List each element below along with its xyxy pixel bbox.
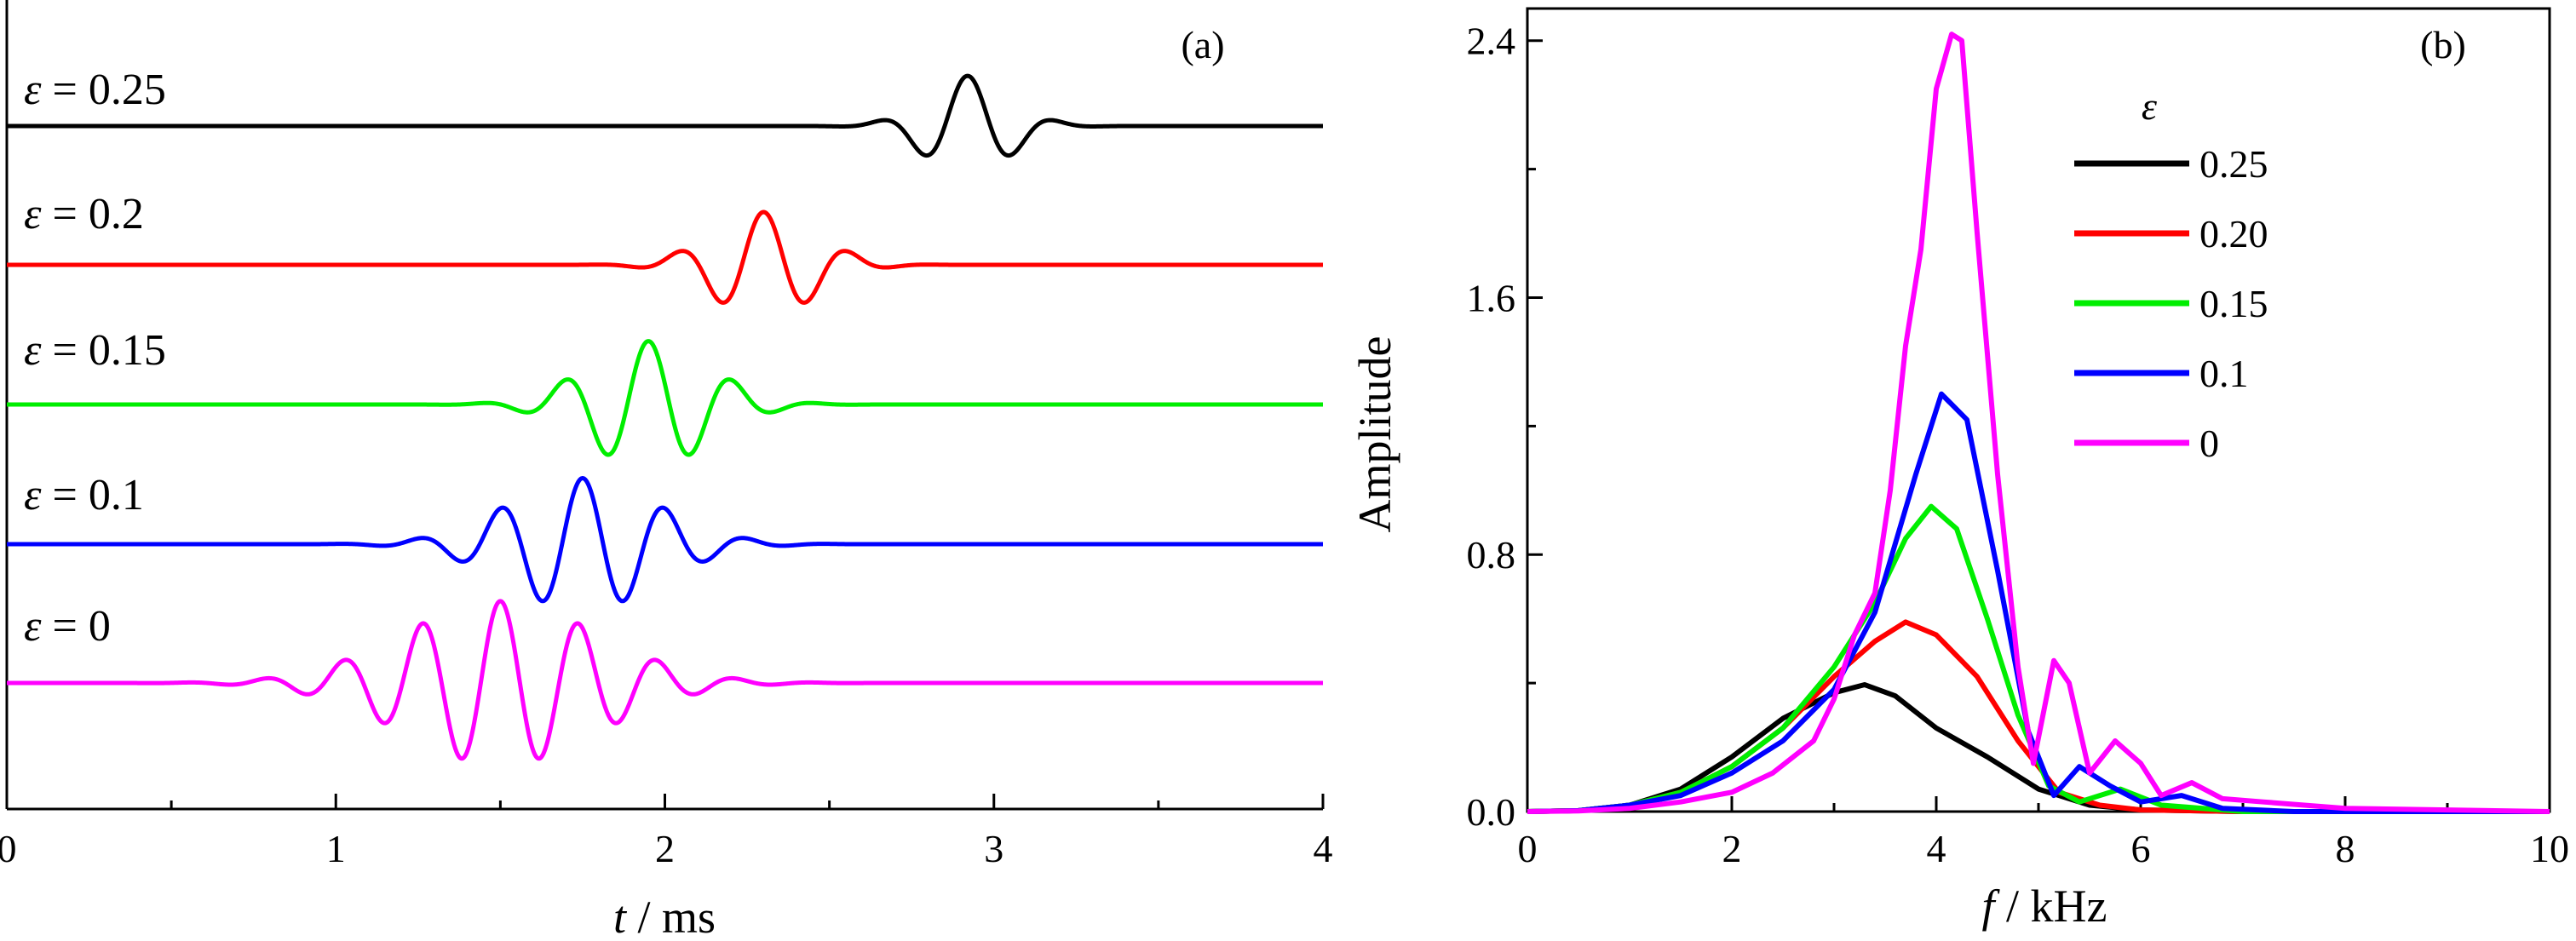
- legend-label: 0.15: [2199, 282, 2268, 325]
- panel-b-y-tick-label: 0.8: [1467, 533, 1516, 577]
- spectrum-line: [1527, 391, 2550, 814]
- legend-label: 0.20: [2199, 212, 2268, 255]
- waveform-label: ε = 0.2: [24, 190, 144, 238]
- epsilon-value: = 0.2: [53, 190, 144, 238]
- waveform-label: ε = 0.15: [24, 326, 166, 375]
- panel-b-x-tick-label: 6: [2131, 827, 2151, 870]
- panel-b-legend: ε 0.25 0.20 0.15 0.1 0: [2074, 84, 2268, 465]
- panel-b-spectra: [1527, 32, 2550, 814]
- panel-a-x-tick-labels: 0 1 2 3 4: [0, 827, 1333, 870]
- panel-a-x-axis-unit: / ms: [626, 892, 716, 941]
- panel-b-label: (b): [2420, 23, 2466, 66]
- panel-a-waveforms: [5, 73, 1325, 761]
- panel-b-y-tick-label: 0.0: [1467, 790, 1516, 834]
- epsilon-symbol: ε: [24, 326, 53, 375]
- legend-title: ε: [2142, 84, 2158, 128]
- waveform-label: ε = 0.25: [24, 66, 166, 114]
- waveform-line: [5, 476, 1325, 604]
- legend-label: 0.25: [2199, 142, 2268, 186]
- panel-a-x-axis-symbol: t: [613, 892, 628, 941]
- panel-b-ticks: [1526, 39, 2551, 813]
- spectrum-line: [1527, 32, 2550, 814]
- waveform-line: [5, 209, 1325, 305]
- waveform-line: [5, 339, 1325, 457]
- panel-b-y-tick-label: 1.6: [1467, 276, 1516, 319]
- panel-b: 0 2 4 6 8 10 0.0 0.8 1.6 2.4 (b) Amplitude f / kH…: [1349, 7, 2570, 932]
- epsilon-symbol: ε: [24, 602, 53, 651]
- waveform-label: ε = 0.1: [24, 471, 144, 519]
- epsilon-value: = 0.1: [53, 471, 144, 519]
- epsilon-symbol: ε: [24, 66, 53, 114]
- panel-b-frame: [1526, 7, 2551, 813]
- panel-b-tick-labels: 0 2 4 6 8 10 0.0 0.8 1.6 2.4: [1467, 20, 2570, 870]
- panel-b-x-tick-label: 8: [2336, 827, 2355, 870]
- epsilon-symbol: ε: [24, 471, 53, 519]
- epsilon-value: = 0.15: [53, 326, 166, 375]
- epsilon-value: = 0: [53, 602, 111, 651]
- panel-a-x-tick-label: 3: [984, 827, 1003, 870]
- panel-a-x-tick-label: 2: [655, 827, 675, 870]
- panel-b-y-axis-label: Amplitude: [1349, 336, 1400, 533]
- epsilon-symbol: ε: [24, 190, 53, 238]
- panel-a-label: (a): [1181, 23, 1224, 66]
- epsilon-value: = 0.25: [53, 66, 166, 114]
- panel-b-y-tick-label: 2.4: [1467, 20, 1516, 63]
- panel-b-x-axis-label: f / kHz: [1982, 881, 2107, 932]
- panel-b-x-axis-unit: / kHz: [1995, 881, 2107, 932]
- spectrum-line: [1527, 619, 2550, 814]
- legend-label: 0.1: [2199, 352, 2249, 395]
- legend-label: 0: [2199, 422, 2219, 465]
- panel-b-x-tick-label: 2: [1722, 827, 1742, 870]
- panel-a-x-tick-label: 1: [326, 827, 346, 870]
- panel-a-curve-labels: ε = 0.25ε = 0.2ε = 0.15ε = 0.1ε = 0: [24, 66, 166, 651]
- waveform-line: [5, 73, 1325, 158]
- panel-a-x-axis-label: t / ms: [613, 892, 716, 941]
- panel-a-x-tick-label: 4: [1314, 827, 1333, 870]
- spectrum-line: [1527, 503, 2550, 814]
- waveform-label: ε = 0: [24, 602, 111, 651]
- panel-b-x-tick-label: 4: [1927, 827, 1946, 870]
- panel-a-x-tick-label: 0: [0, 827, 17, 870]
- panel-b-x-tick-label: 0: [1518, 827, 1538, 870]
- waveform-line: [5, 599, 1325, 761]
- panel-a-x-ticks: [5, 794, 1325, 809]
- panel-b-x-tick-label: 10: [2530, 827, 2569, 870]
